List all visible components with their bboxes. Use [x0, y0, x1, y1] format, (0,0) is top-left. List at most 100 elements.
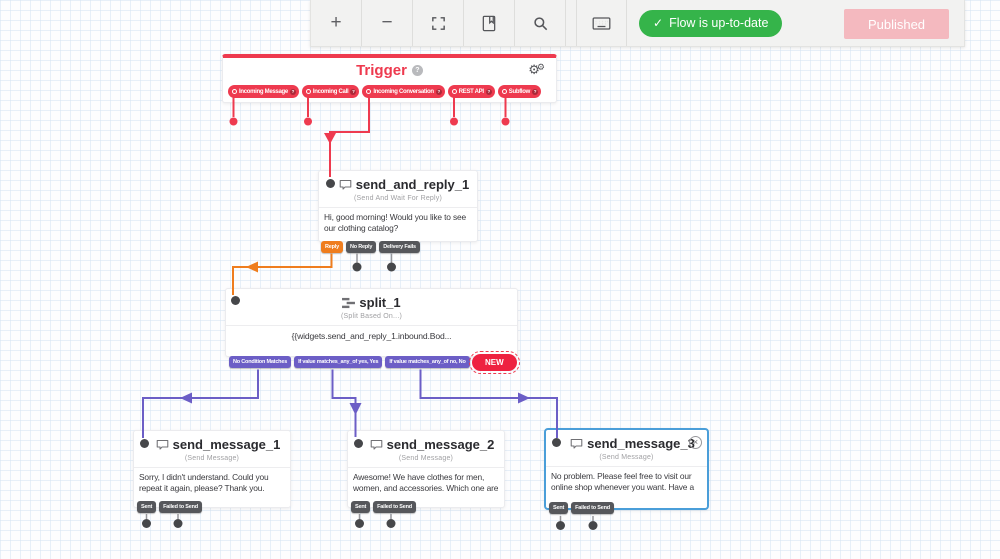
endpoint-dot-no-reply[interactable]	[352, 262, 362, 272]
connection-ring-icon	[451, 89, 457, 94]
endpoint-dot-subflow[interactable]	[501, 117, 510, 126]
endpoint-dot-rest-api[interactable]	[450, 117, 458, 126]
transition-no-condition-matches[interactable]: No Condition Matches	[229, 356, 292, 368]
library-book-icon	[482, 15, 496, 31]
search-button[interactable]	[515, 0, 566, 46]
input-dot[interactable]	[140, 439, 149, 448]
transition-tabs: Reply No Reply Delivery Fails	[321, 241, 420, 253]
arrowhead-down-red	[324, 133, 336, 144]
keyboard-shortcuts-button[interactable]	[576, 0, 627, 46]
widget-title: send_message_1	[152, 437, 284, 452]
trigger-pill-incoming-call[interactable]: Incoming Call?	[301, 85, 360, 98]
transition-tabs: Sent Failed to Send	[549, 502, 614, 514]
transition-sent[interactable]: Sent	[549, 502, 569, 514]
widget-body: {{widgets.send_and_reply_1.inbound.Bod..…	[291, 331, 452, 341]
endpoint-dot-incoming-message[interactable]	[229, 117, 238, 126]
input-dot[interactable]	[552, 438, 561, 447]
arrowhead-left-orange	[246, 261, 258, 273]
connection-ring-icon	[366, 89, 372, 94]
endpoint-dot-failed-2[interactable]	[386, 519, 396, 528]
help-icon[interactable]: ?	[350, 88, 357, 95]
close-icon[interactable]: ×	[689, 436, 702, 449]
connector-incoming-conversation	[329, 97, 370, 177]
transition-matches-no[interactable]: If value matches_any_of no, No	[385, 356, 470, 368]
check-icon: ✓	[653, 16, 664, 30]
widget-send-message-1[interactable]: send_message_1 (Send Message) Sorry, I d…	[133, 430, 291, 513]
endpoint-dot-failed-1[interactable]	[173, 519, 183, 528]
transition-delivery-fails[interactable]: Delivery Fails	[379, 241, 420, 253]
connector-yes-to-message2	[331, 369, 357, 437]
endpoint-dot-failed-3[interactable]	[588, 521, 598, 530]
widget-body: Awesome! We have clothes for men, women,…	[353, 472, 499, 493]
chat-bubble-icon	[570, 438, 583, 449]
chat-bubble-icon	[370, 439, 382, 450]
input-dot[interactable]	[326, 179, 335, 188]
widget-type: (Send Message)	[134, 455, 290, 468]
transition-no-reply[interactable]: No Reply	[345, 241, 377, 253]
widget-type: (Send Message)	[348, 455, 504, 468]
endpoint-dot-sent-2[interactable]	[355, 519, 364, 528]
flow-status-badge: ✓ Flow is up-to-date	[639, 9, 783, 37]
help-icon[interactable]: ?	[435, 88, 442, 95]
widget-body: No problem. Please feel free to visit ou…	[551, 471, 694, 492]
transition-reply[interactable]: Reply	[321, 241, 343, 253]
help-icon[interactable]: ?	[485, 88, 492, 95]
search-icon	[533, 16, 547, 30]
trigger-pill-subflow[interactable]: Subflow?	[497, 85, 541, 98]
widget-send-message-2[interactable]: send_message_2 (Send Message) Awesome! W…	[347, 430, 505, 513]
connection-ring-icon	[501, 89, 507, 94]
transition-tabs: No Condition Matches If value matches_an…	[229, 356, 470, 368]
widget-split-1[interactable]: split_1 (Split Based On...) {{widgets.se…	[225, 288, 520, 374]
help-icon[interactable]: ?	[411, 65, 423, 76]
widget-type: (Split Based On...)	[226, 313, 517, 326]
transition-sent[interactable]: Sent	[137, 501, 157, 513]
transition-failed-to-send[interactable]: Failed to Send	[373, 501, 416, 513]
endpoint-dot-delivery-fails[interactable]	[387, 262, 396, 272]
endpoint-dot-incoming-call[interactable]	[304, 117, 312, 126]
trigger-title-text: Trigger	[356, 62, 407, 79]
connector-no-to-message3	[419, 369, 558, 438]
transition-failed-to-send[interactable]: Failed to Send	[571, 502, 614, 514]
keyboard-icon	[592, 16, 611, 30]
canvas-toolbar: + − ✓ Flow is up-to-date Published	[310, 0, 965, 47]
transition-sent[interactable]: Sent	[351, 501, 371, 513]
endpoint-dot-sent-3[interactable]	[556, 521, 565, 530]
widget-body: Sorry, I didn't understand. Could you re…	[139, 472, 269, 493]
arrowhead-down-purple	[349, 403, 362, 415]
widget-send-message-3-selected[interactable]: × send_message_3 (Send Message) No probl…	[544, 428, 709, 514]
widget-title: split_1	[232, 295, 511, 310]
transition-tabs: Sent Failed to Send	[137, 501, 202, 513]
trigger-pill-row: Incoming Message? Incoming Call? Incomin…	[228, 85, 541, 98]
trigger-pill-incoming-message[interactable]: Incoming Message?	[228, 85, 299, 98]
endpoint-dot-sent-1[interactable]	[142, 519, 151, 528]
trigger-title: Trigger ?	[223, 62, 556, 79]
split-icon	[342, 297, 356, 308]
transition-matches-yes[interactable]: If value matches_any_of yes, Yes	[294, 356, 383, 368]
input-dot[interactable]	[231, 296, 240, 305]
connection-ring-icon	[305, 89, 311, 94]
widget-title: send_and_reply_1	[337, 177, 471, 192]
trigger-pill-incoming-conversation[interactable]: Incoming Conversation?	[362, 85, 445, 98]
gear-icon[interactable]: ⚙⚙	[528, 62, 545, 77]
widget-library-button[interactable]	[464, 0, 515, 46]
zoom-in-button[interactable]: +	[311, 0, 362, 46]
flow-status-label: Flow is up-to-date	[669, 16, 769, 30]
publish-button[interactable]: Published	[844, 9, 949, 39]
widget-type: (Send And Wait For Reply)	[319, 195, 477, 208]
chat-bubble-icon	[339, 179, 352, 190]
zoom-out-button[interactable]: −	[362, 0, 413, 46]
new-transition-badge[interactable]: NEW	[469, 351, 520, 374]
input-dot[interactable]	[354, 439, 363, 448]
transition-tabs: Sent Failed to Send	[351, 501, 416, 513]
arrowhead-left-purple	[180, 392, 192, 404]
help-icon[interactable]: ?	[532, 88, 538, 95]
fit-to-screen-button[interactable]	[413, 0, 464, 46]
arrowhead-right-purple	[518, 392, 530, 404]
transition-failed-to-send[interactable]: Failed to Send	[159, 501, 202, 513]
connector-no-condition-to-message1	[142, 369, 259, 438]
trigger-widget[interactable]: Trigger ? ⚙⚙ Incoming Message? Incoming …	[222, 54, 557, 103]
trigger-pill-rest-api[interactable]: REST API?	[447, 85, 495, 98]
help-icon[interactable]: ?	[289, 88, 296, 95]
widget-send-and-reply-1[interactable]: send_and_reply_1 (Send And Wait For Repl…	[318, 170, 478, 253]
